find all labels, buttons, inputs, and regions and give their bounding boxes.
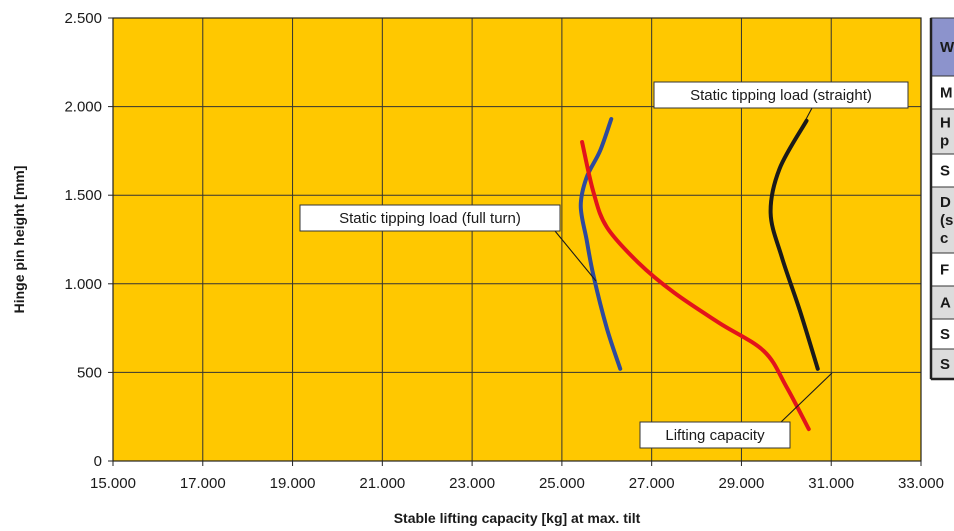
spec-cell-text: (s (940, 212, 953, 229)
y-tick-label: 2.500 (64, 10, 102, 27)
x-tick-label: 19.000 (270, 475, 316, 492)
x-tick-label: 15.000 (90, 475, 136, 492)
spec-cell-text: F (940, 262, 949, 279)
callout-box (653, 81, 909, 109)
x-tick-label: 33.000 (898, 475, 944, 492)
series (578, 117, 820, 432)
y-tick-label: 500 (77, 364, 102, 381)
y-tick-label: 0 (94, 453, 102, 470)
x-tick-label: 31.000 (808, 475, 854, 492)
callouts: Static tipping load (straight) Static tip… (299, 81, 909, 449)
x-tick-label: 25.000 (539, 475, 585, 492)
spec-cell-text: W (940, 39, 954, 56)
y-tick-label: 1.000 (64, 276, 102, 293)
spec-cell-text: c (940, 230, 948, 247)
callout-label: Static tipping load (full turn) (339, 210, 521, 227)
callout-label: Lifting capacity (665, 427, 765, 444)
spec-cell-text: S (940, 326, 950, 343)
callout-leader-line (554, 230, 597, 282)
x-axis-title: Stable lifting capacity [kg] at max. til… (394, 510, 641, 526)
spec-cell-text: S (940, 163, 950, 180)
series-straight (768, 118, 820, 371)
series-full-turn (578, 117, 623, 371)
callout-label: Static tipping load (straight) (690, 87, 872, 104)
y-tick-label: 2.000 (64, 99, 102, 116)
callout-box (299, 204, 561, 232)
callout-leader-line (779, 372, 833, 424)
y-tick-label: 1.500 (64, 187, 102, 204)
x-tick-label: 21.000 (359, 475, 405, 492)
spec-cell-text: A (940, 295, 951, 312)
series-lifting-capacity (580, 140, 811, 432)
callout-box (639, 421, 791, 449)
spec-cell-text: M (940, 85, 953, 102)
spec-cell-text: H (940, 115, 951, 132)
y-axis-title: Hinge pin height [mm] (11, 166, 27, 314)
plot-frame (112, 17, 922, 462)
x-tick-label: 23.000 (449, 475, 495, 492)
tick-labels: 15.000 17.000 19.000 21.000 23.000 25.000 27.0… (64, 10, 943, 492)
spec-cell-text: p (940, 133, 949, 150)
x-tick-label: 17.000 (180, 475, 226, 492)
spec-cell-text: D (940, 194, 951, 211)
x-tick-label: 29.000 (718, 475, 764, 492)
callout-leader-line (787, 107, 813, 154)
spec-cell-text: S (940, 356, 950, 373)
x-tick-label: 27.000 (629, 475, 675, 492)
